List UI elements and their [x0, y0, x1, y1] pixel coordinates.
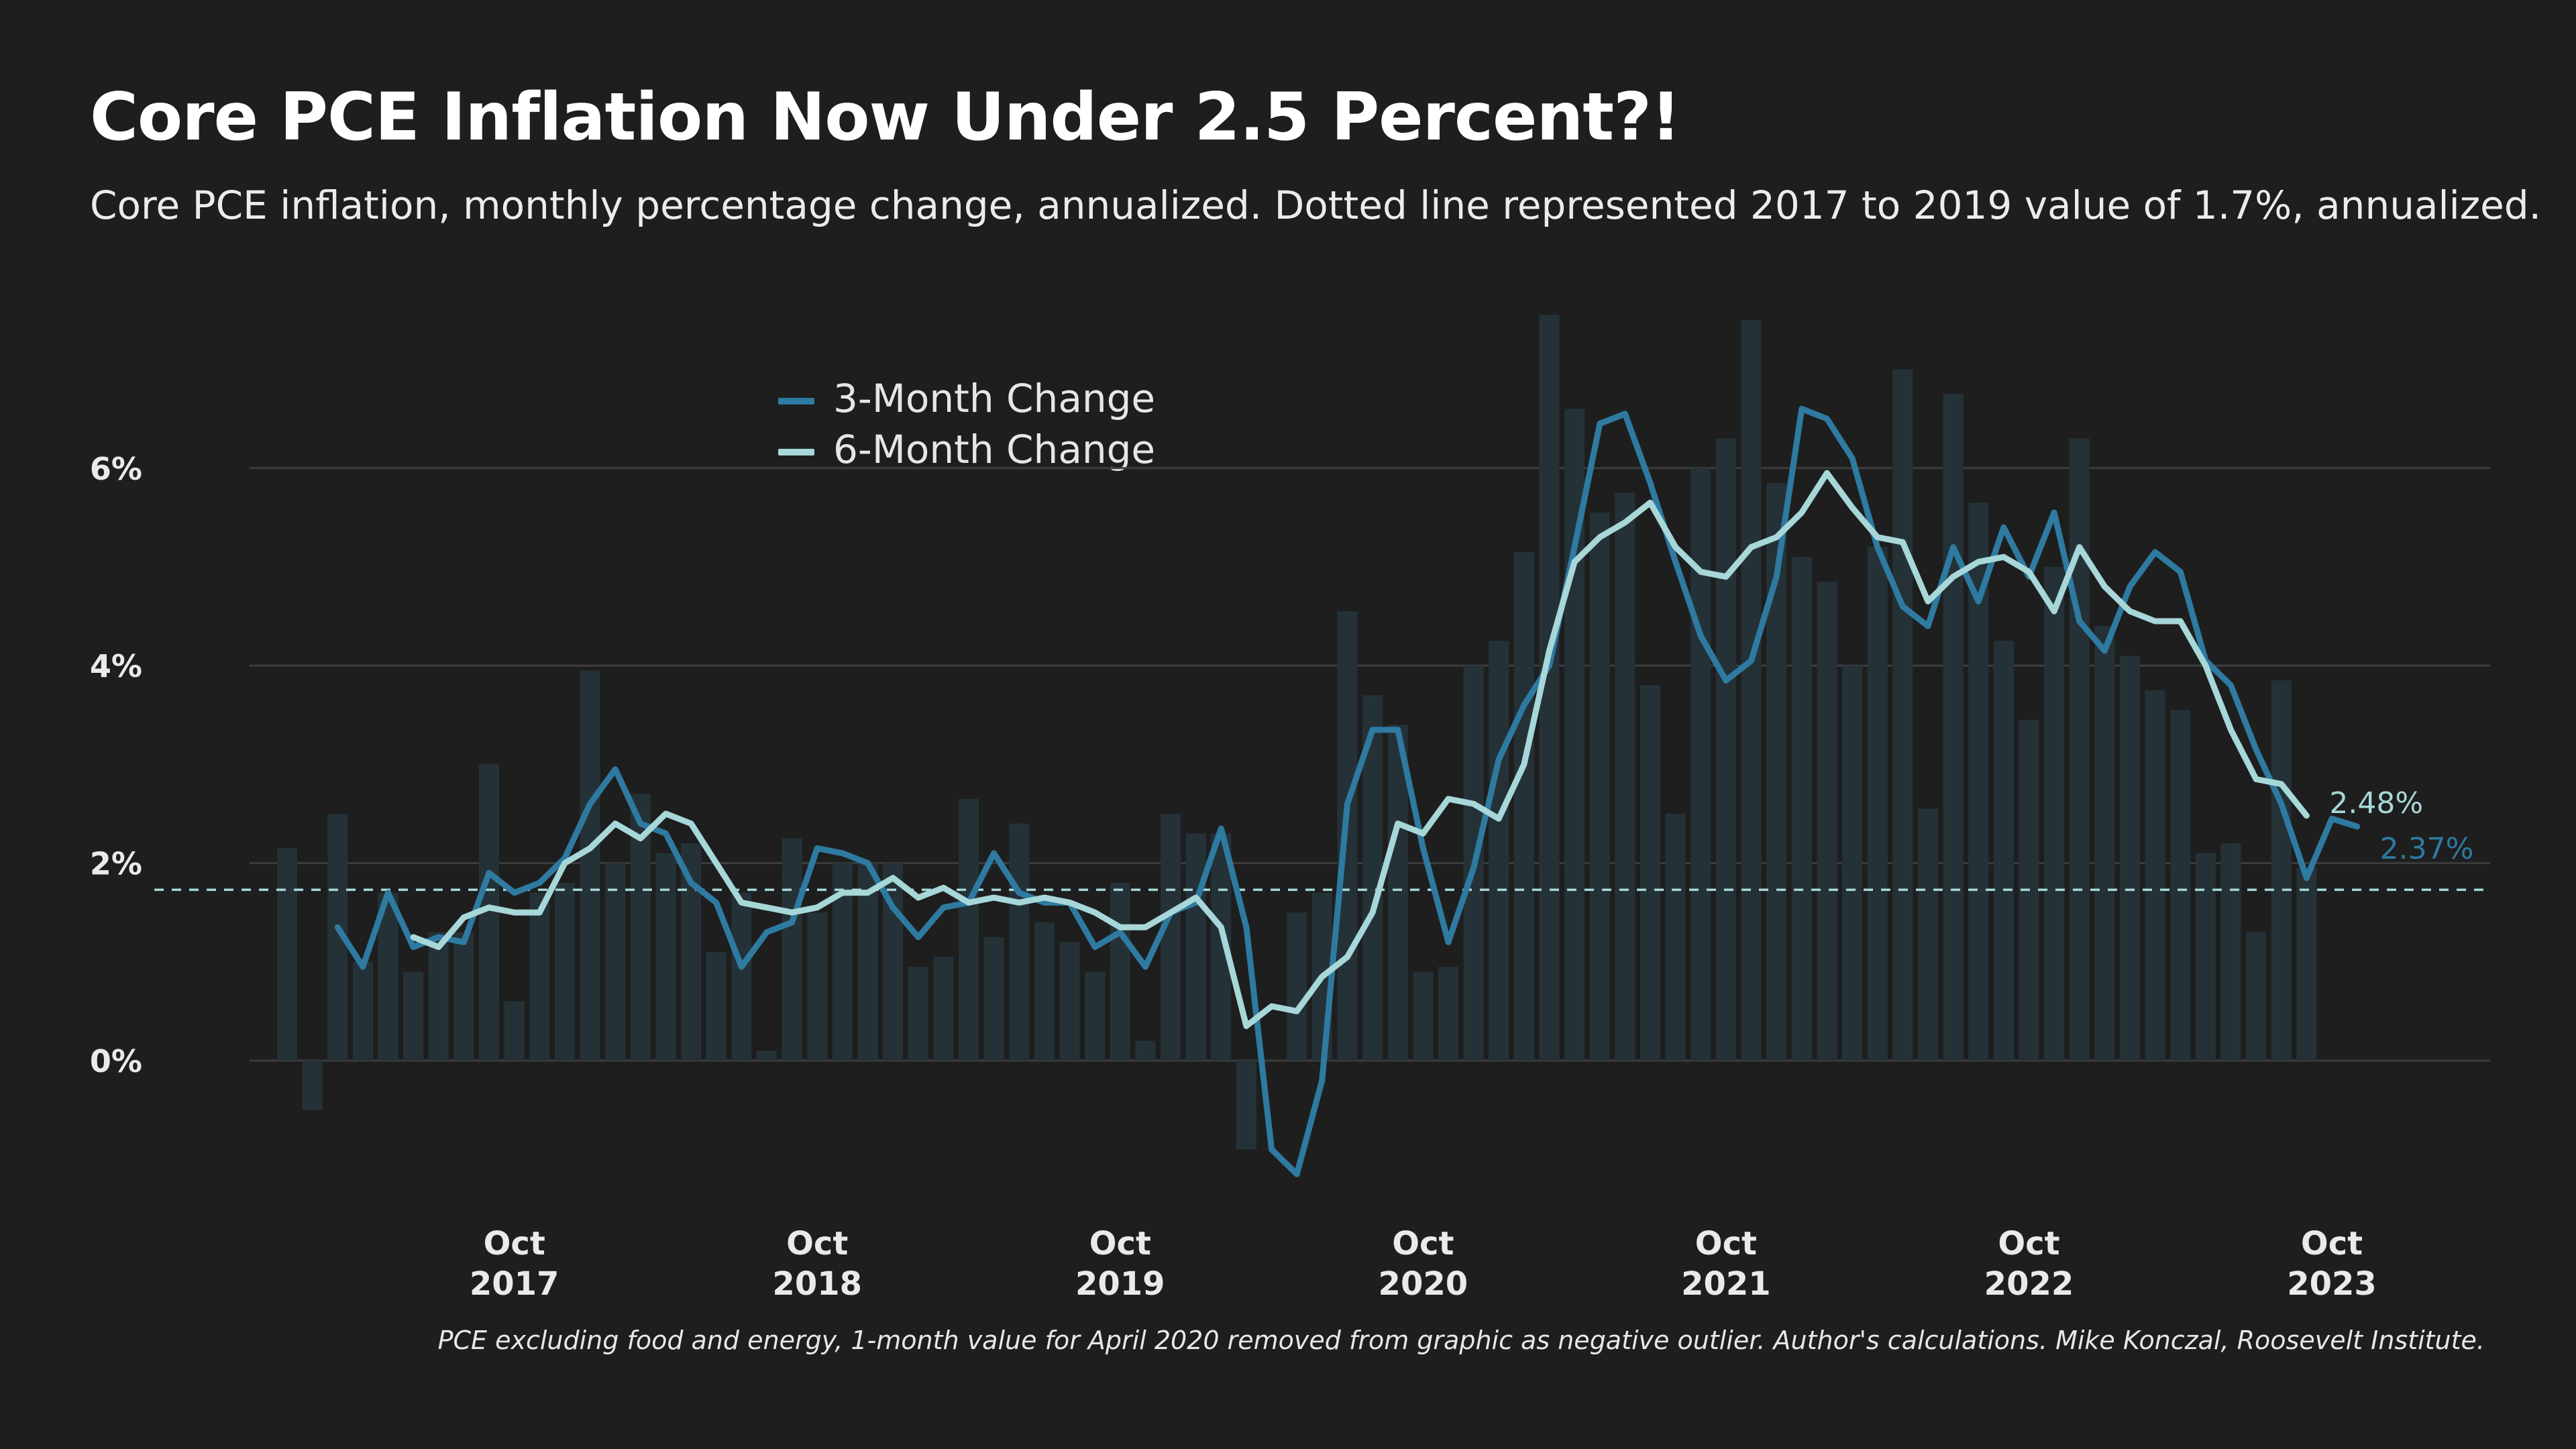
x-tick-label-month: Oct	[1392, 1225, 1454, 1263]
bar-10	[529, 892, 550, 1061]
source-footnote: PCE excluding food and energy, 1-month v…	[437, 1326, 2485, 1355]
bar-11	[554, 883, 575, 1061]
x-tick-label-month: Oct	[1998, 1225, 2059, 1263]
y-tick-label: 6%	[90, 451, 142, 487]
bar-3	[352, 961, 373, 1061]
bar-53	[1615, 492, 1635, 1061]
bar-64	[1892, 369, 1913, 1061]
bar-62	[1842, 665, 1863, 1061]
bar-63	[1867, 547, 1888, 1061]
bar-1	[302, 1061, 323, 1110]
x-tick-label-month: Oct	[484, 1225, 545, 1263]
bar-0	[277, 848, 297, 1061]
bar-44	[1387, 724, 1408, 1061]
legend-item-6-month: 6-Month Change	[778, 427, 1155, 474]
bar-20	[782, 838, 802, 1061]
bar-16	[681, 843, 702, 1061]
bar-65	[1917, 808, 1938, 1061]
bar-55	[1665, 814, 1686, 1061]
bar-19	[756, 1051, 777, 1061]
bar-79	[2271, 680, 2292, 1061]
one-month-bars	[277, 315, 2317, 1150]
x-tick-label-year: 2019	[1075, 1265, 1165, 1303]
legend-swatch-6-month	[778, 448, 814, 455]
bar-29	[1009, 823, 1030, 1061]
bar-12	[580, 670, 600, 1061]
bar-18	[731, 892, 752, 1061]
series-line-6-month	[410, 470, 2310, 1029]
legend-label-6-month: 6-Month Change	[833, 427, 1156, 472]
bar-45	[1413, 971, 1434, 1061]
bar-21	[807, 912, 828, 1061]
y-tick-label: 4%	[90, 648, 142, 684]
bar-5	[403, 971, 424, 1061]
bar-28	[983, 937, 1004, 1061]
bar-31	[1059, 942, 1080, 1061]
bar-75	[2170, 710, 2191, 1061]
bar-30	[1034, 922, 1055, 1061]
legend-label-3-month: 3-Month Change	[833, 376, 1156, 421]
bar-9	[504, 1001, 525, 1061]
x-tick-label-year: 2018	[772, 1265, 862, 1303]
bar-80	[2296, 867, 2317, 1061]
bar-38	[1236, 1061, 1256, 1150]
bar-34	[1135, 1040, 1156, 1061]
bar-72	[2094, 626, 2115, 1061]
bar-15	[655, 853, 676, 1061]
bar-57	[1715, 438, 1736, 1061]
bar-35	[1161, 814, 1181, 1061]
bar-54	[1640, 685, 1661, 1061]
bar-73	[2119, 655, 2140, 1061]
x-tick-label-month: Oct	[1695, 1225, 1757, 1263]
bar-32	[1085, 971, 1106, 1061]
y-tick-label: 2%	[90, 846, 142, 882]
bar-77	[2220, 843, 2241, 1061]
bar-60	[1791, 557, 1812, 1061]
x-tick-label-year: 2022	[1984, 1265, 2074, 1303]
bar-68	[1993, 641, 2014, 1061]
bar-71	[2069, 438, 2090, 1061]
bar-33	[1110, 883, 1130, 1061]
bar-58	[1741, 320, 1762, 1061]
x-tick-label-year: 2021	[1681, 1265, 1771, 1303]
x-tick-label-month: Oct	[2301, 1225, 2363, 1263]
series-lines	[334, 406, 2361, 1177]
bar-78	[2246, 932, 2267, 1061]
bar-26	[933, 957, 954, 1061]
x-tick-label-month: Oct	[786, 1225, 848, 1263]
bar-70	[2044, 567, 2065, 1061]
bar-17	[706, 952, 727, 1061]
x-tick-label-year: 2020	[1379, 1265, 1468, 1303]
legend-swatch-3-month	[778, 397, 814, 405]
y-tick-label: 0%	[90, 1043, 142, 1079]
axis-labels: 0%2%4%6%2.48%2.37%Oct2017Oct2018Oct2019O…	[90, 451, 2474, 1303]
bar-49	[1513, 551, 1534, 1061]
bar-76	[2195, 853, 2216, 1061]
bar-46	[1438, 967, 1458, 1061]
chart-subtitle: Core PCE inflation, monthly percentage c…	[90, 182, 2542, 228]
bar-25	[908, 967, 928, 1061]
series-line-3-month	[334, 406, 2361, 1177]
bar-40	[1287, 912, 1307, 1061]
bar-52	[1589, 513, 1610, 1061]
legend-item-3-month: 3-Month Change	[778, 376, 1155, 423]
bar-74	[2145, 690, 2165, 1061]
bar-13	[605, 863, 626, 1061]
x-tick-label-month: Oct	[1089, 1225, 1151, 1263]
bar-6	[428, 932, 449, 1061]
bar-61	[1817, 582, 1837, 1061]
bar-48	[1489, 641, 1509, 1061]
bar-56	[1690, 468, 1711, 1061]
x-tick-label-year: 2023	[2287, 1265, 2377, 1303]
end-label-6-month: 2.48%	[2329, 786, 2423, 820]
bar-27	[959, 798, 979, 1061]
bar-23	[857, 863, 878, 1061]
bar-66	[1943, 394, 1964, 1061]
bar-36	[1185, 833, 1206, 1061]
chart-title: Core PCE Inflation Now Under 2.5 Percent…	[90, 79, 1681, 156]
x-tick-label-year: 2017	[470, 1265, 559, 1303]
end-label-3-month: 2.37%	[2380, 832, 2474, 866]
bar-7	[453, 932, 474, 1061]
